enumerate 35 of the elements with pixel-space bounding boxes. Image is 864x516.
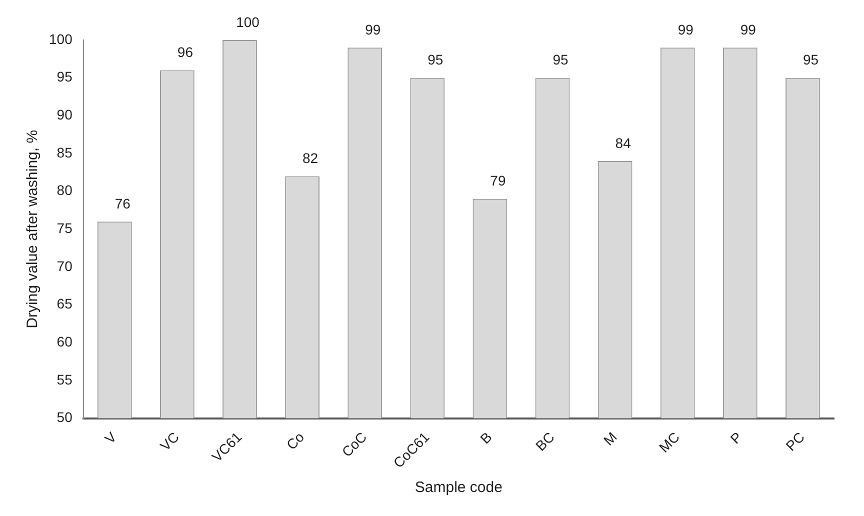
data-label: 95: [428, 52, 444, 68]
x-tick-label: CoC: [338, 428, 370, 460]
data-label: 99: [365, 21, 381, 38]
y-tick-label: 65: [56, 296, 73, 312]
data-label: 82: [302, 150, 318, 166]
y-tick-label: 50: [56, 409, 73, 426]
data-label: 95: [802, 52, 819, 68]
x-tick-label: Co: [283, 428, 308, 453]
data-label: 96: [177, 44, 194, 60]
data-label: 76: [114, 195, 131, 212]
x-tick-label: M: [600, 428, 620, 448]
x-tick-label: B: [476, 428, 495, 447]
x-axis-title: Sample code: [414, 479, 502, 496]
y-tick-label: 85: [56, 144, 73, 160]
x-tick-label: PC: [782, 428, 808, 454]
x-tick-label: V: [102, 428, 120, 447]
x-tick-label: VC: [156, 428, 182, 454]
y-tick-label: 90: [56, 106, 73, 123]
data-label: 95: [552, 52, 569, 68]
x-tick-label: BC: [532, 428, 558, 454]
y-tick-label: 100: [49, 30, 73, 47]
x-tick-label: MC: [656, 428, 682, 456]
y-tick-label: 80: [56, 182, 73, 198]
data-label: 100: [236, 14, 260, 30]
y-tick-label: 95: [56, 68, 73, 85]
y-tick-label: 60: [56, 334, 73, 350]
data-label: 84: [615, 134, 632, 151]
data-label: 79: [490, 172, 506, 189]
y-axis-title: Drying value after washing, %: [24, 130, 42, 328]
y-tick-label: 75: [56, 220, 73, 236]
y-tick-label: 70: [56, 258, 73, 274]
x-tick-label: P: [727, 428, 746, 447]
data-label: 99: [740, 21, 756, 38]
data-label: 99: [678, 21, 694, 38]
y-tick-label: 55: [56, 371, 73, 388]
